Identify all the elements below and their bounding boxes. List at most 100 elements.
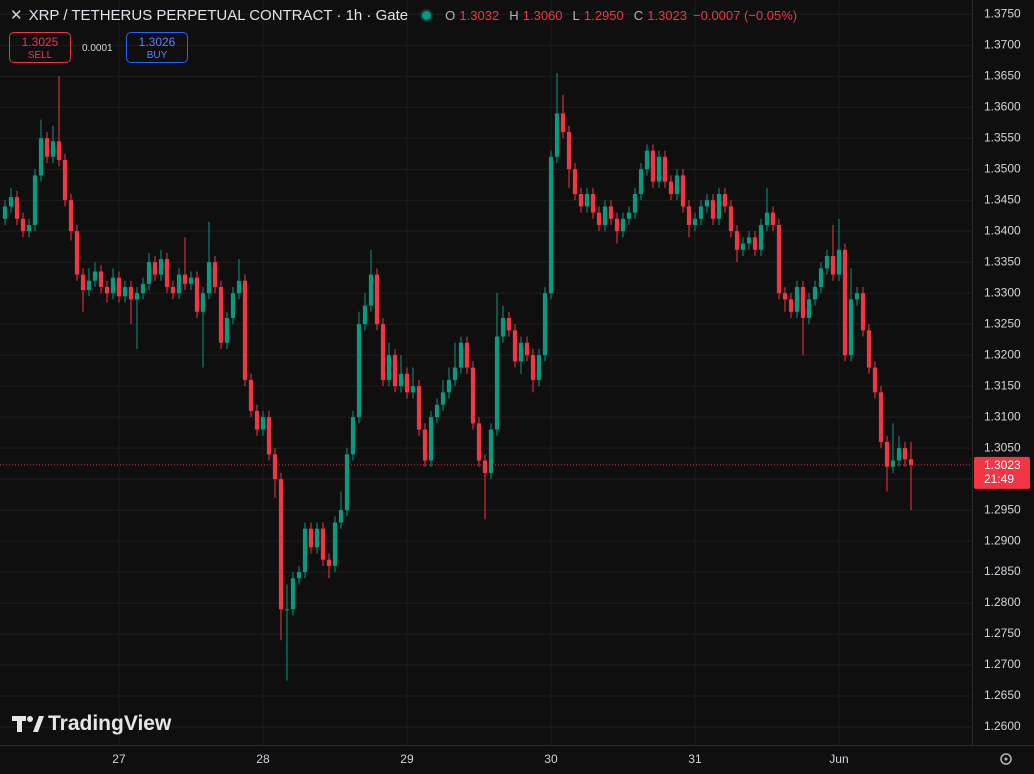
y-tick-label: 1.2900 [984,533,1021,547]
candle-body [860,293,866,331]
y-tick-label: 1.3450 [984,192,1021,206]
candle-body [44,138,50,157]
candle-body [2,206,8,219]
candle-body [458,342,464,368]
candle-body [500,317,506,337]
last-price-label: 1.3023 [984,458,1021,472]
candle-body [308,528,314,548]
logo-icon [12,716,44,732]
close-icon[interactable]: ✕ [10,7,23,24]
sell-price: 1.3025 [21,35,59,49]
candle-body [890,460,896,467]
x-tick-label: Jun [829,752,848,766]
candle-body [98,271,104,287]
candle-body [782,293,788,300]
candle-body [74,231,80,275]
y-tick-label: 1.3550 [984,130,1021,144]
candle-body [830,255,836,275]
candle-body [20,218,26,232]
candle-body [662,156,668,182]
candle-body [170,286,176,294]
candle-body [632,193,638,213]
candle-body [704,200,710,207]
candle-body [836,249,842,275]
candle-body [398,373,404,387]
candle-body [158,259,164,275]
candle-body [332,522,338,566]
candle-body [536,355,542,380]
candle-body [770,212,776,225]
y-tick-label: 1.3400 [984,223,1021,237]
candle-body [314,528,320,548]
candle-body [32,175,38,225]
candle-body [188,277,194,284]
y-tick-label: 1.3750 [984,6,1021,20]
candle-body [752,237,758,250]
candle-body [614,218,620,232]
status-dot [422,10,432,20]
candle-body [608,206,614,219]
candle-body [320,528,326,560]
candle-body [518,342,524,362]
candle-body [776,224,782,294]
grid [0,0,972,745]
candle-body [530,355,536,380]
candle-body [626,212,632,219]
candle-body [884,441,890,467]
candle-body [866,330,872,368]
ohlc-key: L [572,7,580,23]
candle-body [848,299,854,356]
buy-button[interactable]: 1.3026 BUY [126,32,188,63]
candle-body [344,454,350,511]
candle-body [260,417,266,430]
sell-button[interactable]: 1.3025 SELL [9,32,71,63]
x-tick-label: 27 [112,752,126,766]
candle-body [908,459,914,465]
candle-body [194,277,200,312]
y-tick-label: 1.2800 [984,595,1021,609]
candle-body [512,330,518,362]
candle-body [290,578,296,610]
candle-body [326,559,332,566]
settings-icon[interactable] [1000,753,1012,765]
candle-body [506,317,512,331]
candle-body [638,169,644,194]
candle-body [152,262,158,275]
candle-body [464,342,470,368]
candle-body [824,255,830,269]
candle-body [806,299,812,318]
candle-body [812,286,818,300]
last-price-box [974,456,1030,489]
candle-body [710,200,716,219]
candle-body [176,274,182,294]
candle-body [92,271,98,281]
candle-body [416,386,422,430]
candle-body [224,317,230,343]
sell-label: SELL [27,50,53,61]
y-tick-label: 1.3700 [984,37,1021,51]
candle-body [764,212,770,225]
candle-body [800,286,806,318]
y-tick-label: 1.2850 [984,564,1021,578]
candle-body [818,268,824,287]
candle-body [296,572,302,579]
candle-body [386,355,392,380]
candle-body [164,259,170,287]
ohlc-key: O [445,7,456,23]
candle-body [740,243,746,250]
candle-body [110,277,116,294]
candle-body [590,193,596,213]
candle-body [14,197,20,219]
candle-body [62,159,68,201]
candle-body [584,193,590,207]
y-tick-label: 1.3150 [984,378,1021,392]
ohlc-key: C [633,7,644,23]
candle-body [896,448,902,461]
y-tick-label: 1.2700 [984,657,1021,671]
candle-body [668,181,674,194]
candle-body [278,479,284,610]
candle-body [212,262,218,287]
candle-body [650,150,656,182]
y-tick-label: 1.3200 [984,347,1021,361]
